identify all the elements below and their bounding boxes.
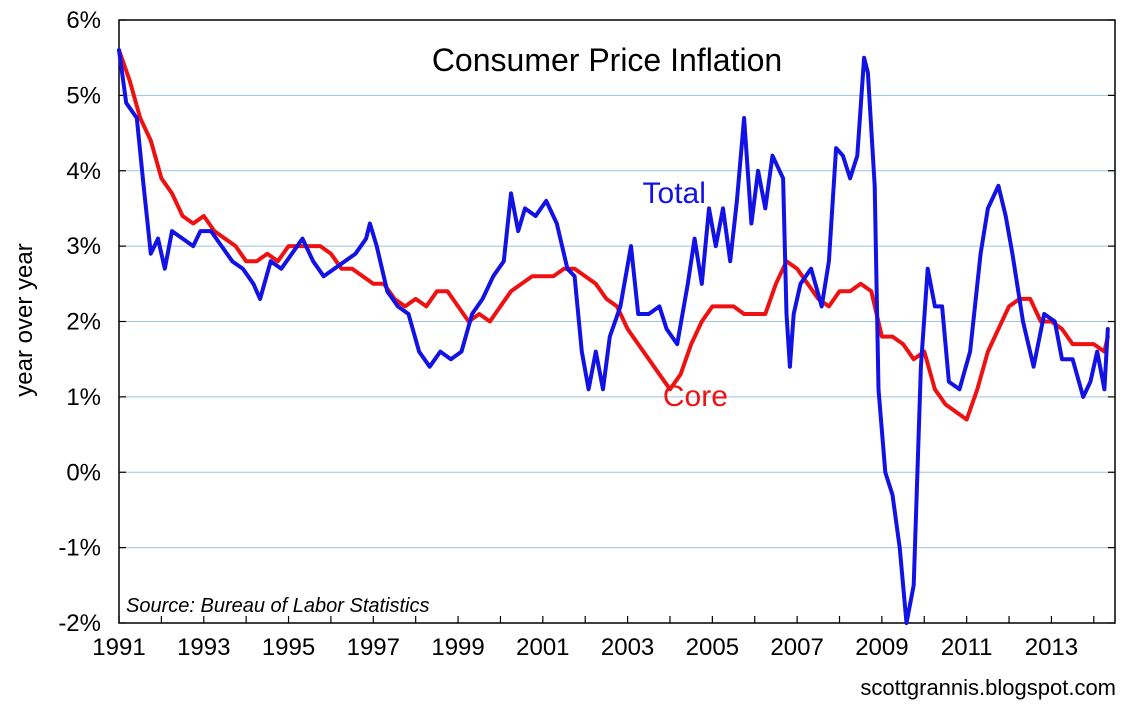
y-axis-label: year over year (11, 243, 38, 396)
y-tick-label: 3% (66, 233, 101, 260)
y-tick-label: 2% (66, 309, 101, 336)
x-tick-label: 2005 (686, 634, 739, 661)
source-note: Source: Bureau of Labor Statistics (126, 595, 430, 617)
series-line-core (117, 48, 1110, 422)
y-tick-label: -2% (58, 610, 101, 637)
blog-credit: scottgrannis.blogspot.com (860, 675, 1116, 700)
x-tick-label: 2003 (601, 634, 654, 661)
y-axis: -2% -1% 0% 1% 2% 3% 4% 5% 6% (58, 7, 1115, 637)
chart-title: Consumer Price Inflation (432, 42, 782, 78)
x-tick-label: 1999 (431, 634, 484, 661)
x-tick-label: 1993 (177, 634, 230, 661)
x-tick-label: 1997 (347, 634, 400, 661)
label-total: Total (643, 177, 706, 210)
x-tick-label: 1991 (92, 634, 145, 661)
series-lines (117, 48, 1110, 625)
x-tick-label: 2013 (1025, 634, 1078, 661)
y-tick-label: 1% (66, 384, 101, 411)
grid-lines (119, 94, 1115, 549)
x-tick-label: 2001 (516, 634, 569, 661)
label-core: Core (663, 380, 728, 413)
y-tick-label: 5% (66, 82, 101, 109)
x-tick-label: 2009 (855, 634, 908, 661)
x-tick-label: 1995 (262, 634, 315, 661)
x-axis: 1991 1993 1995 1997 1999 2001 2003 2005 2007 2009… (92, 616, 1095, 661)
y-tick-label: 0% (66, 459, 101, 486)
y-tick-label: 6% (66, 7, 101, 34)
x-tick-label: 2007 (770, 634, 823, 661)
series-line-total (117, 48, 1110, 625)
y-tick-label: -1% (58, 535, 101, 562)
x-tick-label: 2011 (941, 634, 993, 661)
series-annotations: Total Core (643, 177, 728, 413)
y-tick-label: 4% (66, 158, 101, 185)
